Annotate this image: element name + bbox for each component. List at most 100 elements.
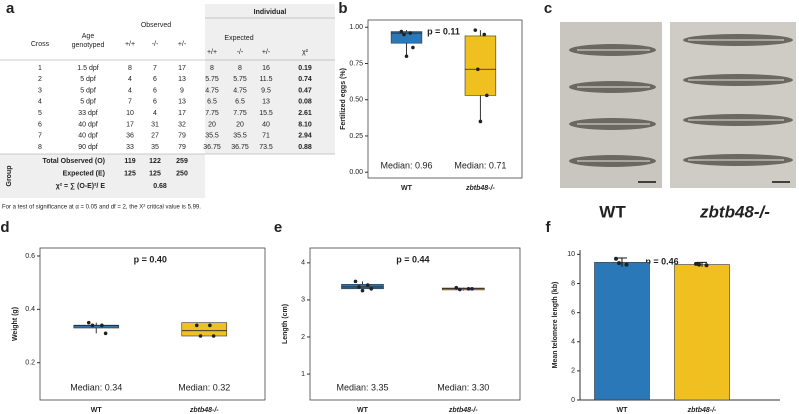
table-cell: 5 dpf [80, 76, 96, 83]
table-cell: 7 [153, 65, 157, 72]
table-cell: 79 [178, 133, 186, 140]
table-cell: 9 [180, 87, 184, 94]
table-cell: 79 [178, 144, 186, 151]
point [208, 323, 212, 328]
table-cell: 73.5 [259, 144, 273, 151]
plot-frame [309, 247, 521, 401]
table-cell: 0.88 [298, 144, 312, 151]
table-cell: 71 [262, 133, 270, 140]
panel-label: b [338, 0, 347, 17]
table-cell: 7 [38, 133, 42, 140]
point [454, 285, 459, 290]
y-tick-label: 0.50 [349, 97, 363, 104]
y-axis-title: Mean telomere length (kb) [552, 282, 559, 369]
point [617, 261, 621, 266]
x-tick-label: WT [357, 407, 369, 414]
annotation: p = 0.44 [396, 254, 429, 264]
table-cell: 6 [153, 87, 157, 94]
table-subheader: +/- [262, 49, 271, 56]
table-cell: 7 [128, 99, 132, 106]
table-cell: 33 [126, 144, 134, 151]
table-cell: 5 [38, 110, 42, 117]
bar [674, 264, 730, 401]
point [90, 323, 95, 328]
median-label: Median: 3.35 [336, 382, 388, 392]
table-cell: 11.5 [259, 76, 272, 83]
table-cell: 35.5 [205, 133, 219, 140]
x-tick-label: zbtb48-/- [448, 407, 478, 414]
table-cell: 36.75 [231, 144, 249, 151]
y-tick-label: 6 [571, 309, 575, 316]
y-tick-label: 2 [571, 368, 575, 375]
summary-label: Expected (E) [63, 170, 105, 177]
point [470, 286, 474, 291]
y-tick-label: 1.00 [349, 24, 363, 31]
point [697, 262, 701, 267]
annotation: p = 0.46 [645, 256, 678, 266]
median-label: Median: 0.34 [70, 382, 122, 392]
table-cell: 36 [126, 133, 134, 140]
point [482, 32, 487, 37]
table-cell: 36.75 [203, 144, 221, 151]
y-tick-label: 0 [571, 397, 575, 404]
table-cell: 35 [151, 144, 159, 151]
table-cell: 40 dpf [78, 121, 98, 128]
table-cell: 15.5 [259, 110, 273, 117]
summary-cell: 125 [149, 170, 161, 177]
panel-label: f [546, 219, 552, 236]
point [624, 262, 629, 267]
point [614, 256, 618, 261]
table-cell: 4.75 [205, 87, 219, 94]
y-tick-label: 10 [567, 251, 575, 258]
table-cell: 4 [128, 87, 132, 94]
panel-label: e [274, 219, 282, 236]
y-axis-title: Weight (g) [12, 307, 19, 341]
median-label: Median: 0.71 [454, 160, 506, 170]
table-cell: 40 dpf [78, 133, 98, 140]
table-cell: 2.61 [298, 110, 312, 117]
summary-label: Total Observed (O) [43, 158, 106, 165]
summary-cell: 0.68 [153, 183, 167, 190]
point [402, 32, 406, 37]
point [360, 288, 365, 293]
table-cell: 0.74 [298, 76, 312, 83]
table-cell: 4 [128, 76, 132, 83]
table-cell: 8 [210, 65, 214, 72]
point [485, 93, 489, 98]
y-tick-label: 0.25 [349, 133, 363, 140]
photo-label: WT [599, 202, 626, 221]
table-cell: 6 [38, 121, 42, 128]
point [704, 263, 709, 268]
x-tick-label: zbtb48-/- [465, 185, 495, 192]
table-cell: 7.75 [205, 110, 219, 117]
table-cell: 20 [208, 121, 216, 128]
table-cell: 4 [38, 99, 42, 106]
table-header: Age [82, 33, 95, 40]
table-group-header: Individual [254, 9, 287, 16]
table-subheader: -/- [152, 41, 159, 48]
box [390, 31, 423, 44]
point [103, 331, 108, 336]
table-cell: 6.5 [207, 99, 217, 106]
table-cell: 0.19 [298, 65, 312, 72]
table-cell: 35.5 [233, 133, 247, 140]
table-cell: 17 [126, 121, 134, 128]
median-label: Median: 0.96 [380, 160, 432, 170]
point [194, 323, 199, 328]
table-cell: 2 [38, 76, 42, 83]
median-label: Median: 3.30 [437, 382, 489, 392]
table-cell: 31 [151, 121, 159, 128]
table-cell: 9.5 [261, 87, 271, 94]
table-cell: 0.47 [298, 87, 312, 94]
y-tick-label: 0.6 [25, 253, 35, 260]
panel-label: c [544, 0, 552, 17]
table-cell: 13 [178, 99, 186, 106]
y-tick-label: 0.4 [25, 306, 35, 313]
table-cell: 40 [262, 121, 270, 128]
table-cell: 32 [178, 121, 186, 128]
summary-cell: 122 [149, 158, 161, 165]
y-tick-label: 0.2 [25, 360, 35, 367]
median-label: Median: 0.32 [178, 382, 230, 392]
point [353, 279, 358, 284]
